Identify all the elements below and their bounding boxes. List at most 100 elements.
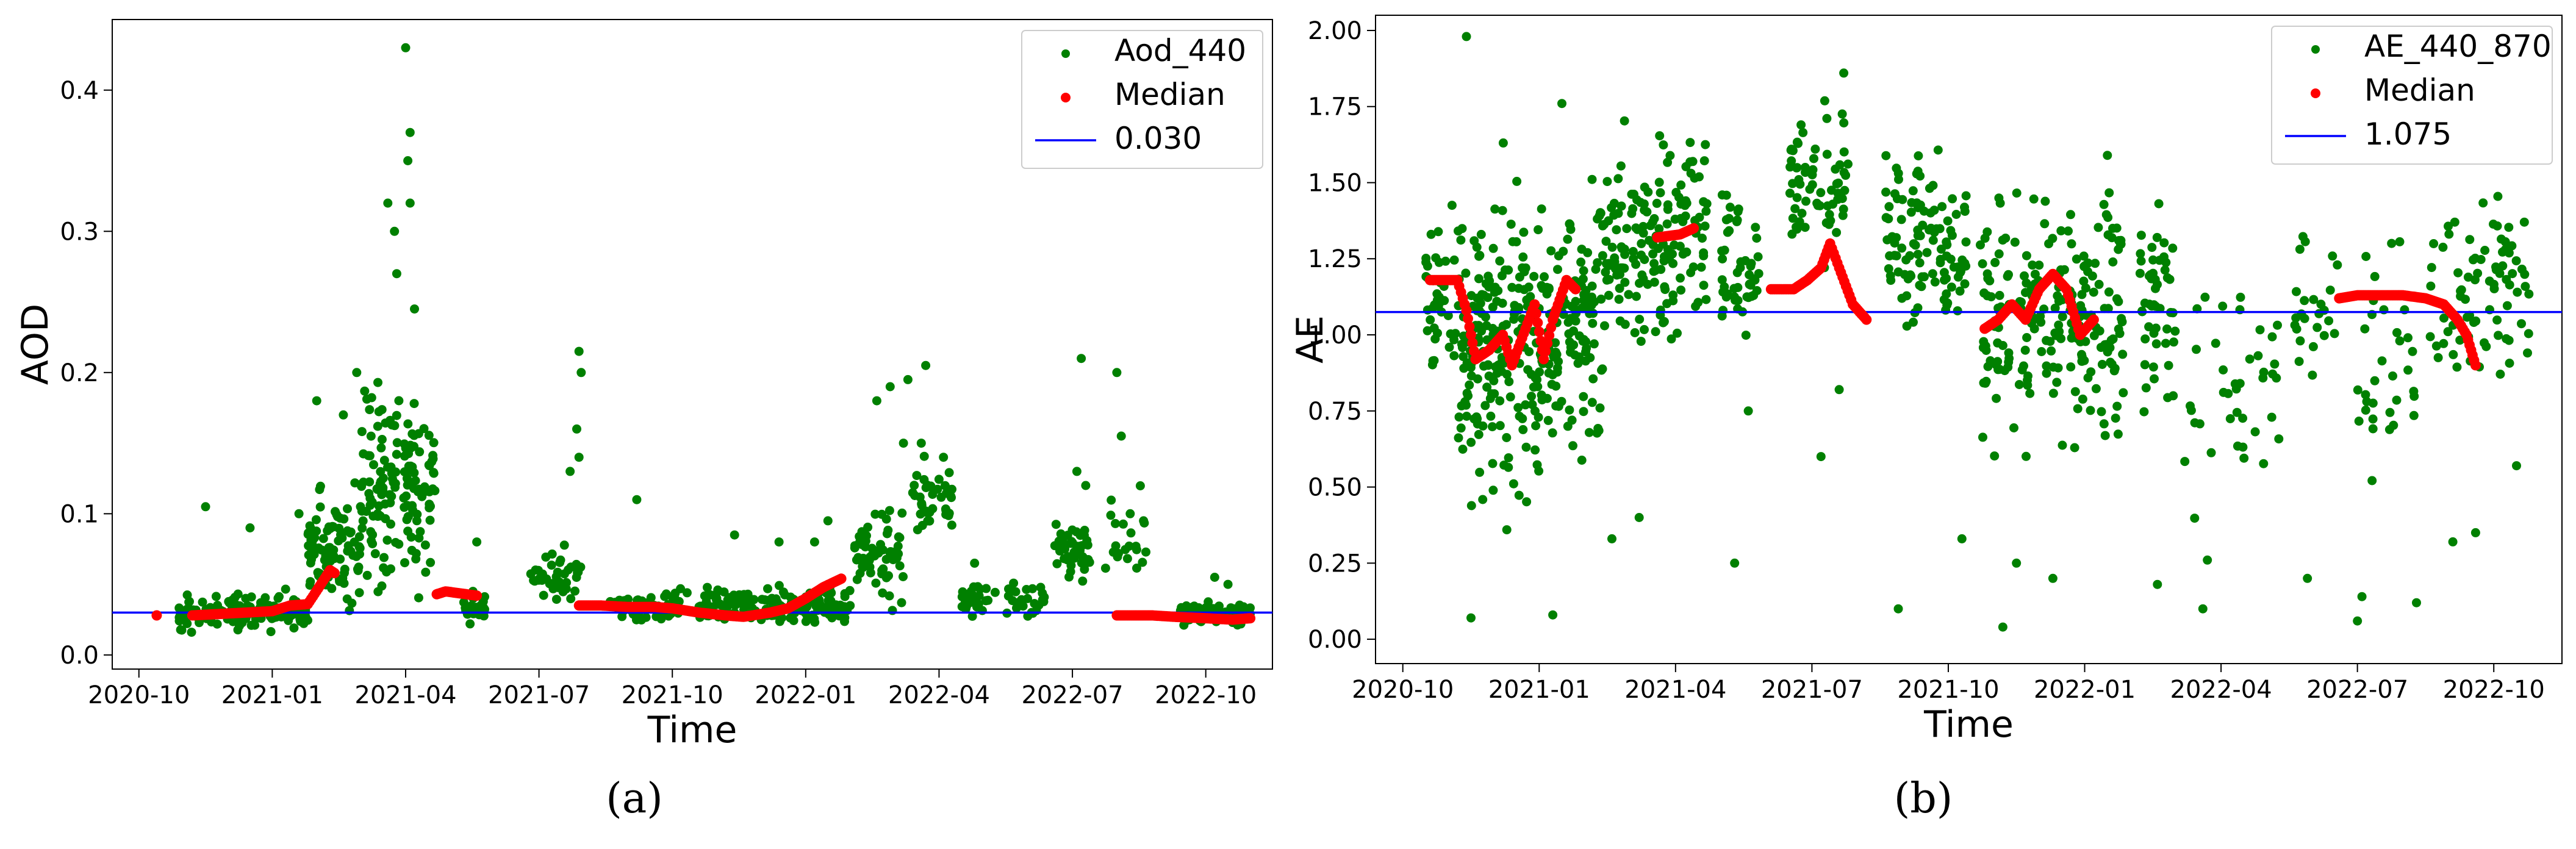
data-point (1495, 396, 1505, 406)
data-point (2500, 245, 2510, 254)
data-point (1056, 529, 1066, 539)
data-point (565, 467, 575, 476)
data-point (1907, 198, 1917, 207)
data-point (884, 506, 894, 515)
y-tick-label: 0.50 (1308, 474, 1362, 502)
data-point (366, 431, 376, 441)
data-point (1003, 591, 1013, 601)
data-point (916, 509, 925, 519)
data-point (339, 514, 349, 524)
data-point (1897, 243, 1907, 253)
data-point (1565, 405, 1574, 415)
data-point (1458, 445, 1468, 454)
data-point (401, 443, 411, 453)
data-point (373, 378, 382, 387)
data-point (1441, 256, 1451, 266)
data-point (187, 628, 196, 637)
data-point (1188, 602, 1197, 612)
data-point (1551, 338, 1560, 348)
data-point (2361, 406, 2370, 415)
y-axis-label: AE (1289, 315, 1332, 364)
data-point (2239, 453, 2249, 463)
median-point (1463, 313, 1473, 324)
data-point (1540, 272, 1549, 282)
data-point (2492, 221, 2502, 231)
data-point (2403, 333, 2413, 343)
data-point (342, 594, 352, 604)
data-point (2431, 341, 2441, 351)
data-point (1553, 265, 1562, 274)
data-point (1563, 234, 1573, 244)
data-point (2148, 362, 2158, 372)
data-point (1834, 178, 1843, 188)
data-point (2245, 354, 2255, 364)
data-point (1960, 279, 1970, 288)
data-point (2104, 188, 2114, 198)
data-point (2020, 271, 2029, 281)
data-point (2019, 361, 2028, 371)
data-point (888, 606, 897, 615)
data-point (946, 492, 956, 501)
data-point (1620, 245, 1629, 254)
data-point (2489, 284, 2499, 293)
data-point (1616, 161, 1626, 171)
data-point (426, 557, 436, 567)
data-point (1522, 295, 1532, 305)
data-point (1810, 145, 1820, 154)
data-point (357, 427, 367, 437)
data-point (281, 584, 290, 594)
data-point (878, 588, 888, 598)
series-median (1424, 223, 2481, 371)
data-point (1579, 295, 1588, 305)
x-tick-label: 2022-01 (2034, 676, 2136, 704)
data-point (373, 587, 383, 596)
data-point (1602, 177, 1612, 187)
data-point (1688, 262, 1698, 272)
data-point (967, 611, 977, 621)
data-point (1749, 274, 1759, 284)
data-point (1637, 238, 1646, 248)
data-point (2107, 233, 2117, 243)
data-point (1521, 400, 1530, 410)
data-point (2054, 296, 2064, 306)
data-point (1456, 235, 1466, 245)
data-point (213, 601, 222, 610)
data-point (2190, 514, 2200, 523)
data-point (2103, 347, 2112, 357)
data-point (703, 582, 712, 592)
data-point (1108, 547, 1118, 557)
data-point (1534, 225, 1543, 235)
data-point (307, 554, 316, 564)
data-point (174, 603, 184, 613)
data-point (1979, 378, 1989, 388)
data-point (632, 495, 642, 504)
data-point (284, 615, 293, 625)
data-point (1990, 257, 2000, 267)
data-point (865, 552, 875, 562)
data-point (1955, 286, 1965, 296)
data-point (2154, 199, 2164, 209)
data-point (2200, 292, 2210, 302)
data-point (2300, 313, 2309, 323)
data-point (1676, 273, 1685, 283)
data-point (559, 569, 569, 579)
data-point (576, 368, 586, 378)
data-point (2412, 598, 2421, 607)
data-point (1527, 392, 1536, 401)
data-point (1210, 573, 1219, 582)
data-point (1800, 163, 1810, 172)
data-point (1613, 174, 1623, 184)
data-point (1820, 96, 1829, 106)
data-point (1946, 226, 1956, 235)
data-point (1597, 365, 1606, 375)
data-point (354, 588, 364, 598)
data-point (2267, 412, 2276, 422)
median-point (1529, 299, 1540, 310)
median-point (1532, 317, 1543, 328)
data-point (250, 620, 260, 630)
data-point (1510, 301, 1519, 310)
data-point (1106, 510, 1116, 520)
data-point (2308, 370, 2317, 380)
data-point (1543, 415, 1553, 425)
data-point (2360, 324, 2370, 334)
